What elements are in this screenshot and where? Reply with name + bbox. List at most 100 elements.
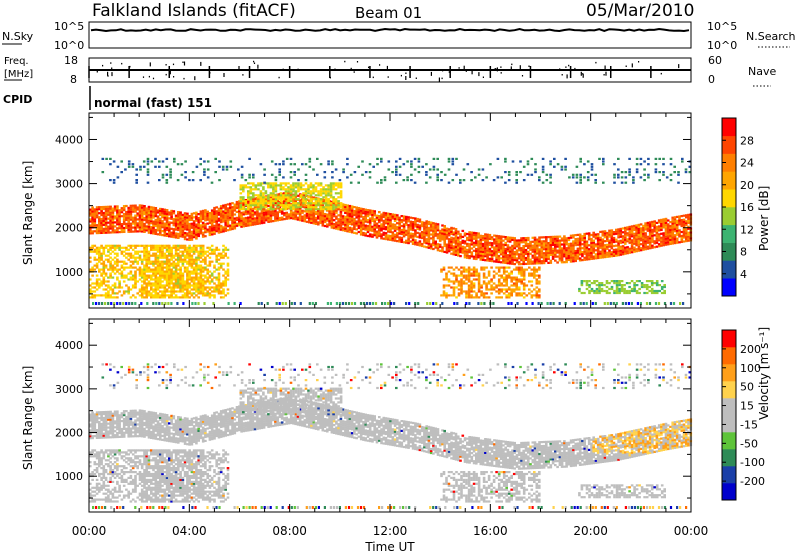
- power-cell: [402, 235, 406, 238]
- freq-mark: [353, 71, 355, 73]
- power-cell: [441, 224, 444, 227]
- power-cell: [161, 280, 164, 283]
- power-cell: [314, 186, 318, 189]
- power-cell: [391, 227, 395, 230]
- power-cell: [159, 256, 162, 259]
- power-cell: [174, 254, 178, 257]
- power-cell: [630, 239, 634, 242]
- power-cell: [445, 294, 448, 297]
- power-cell: [355, 214, 358, 217]
- power-cell: [120, 209, 124, 212]
- power-cell: [150, 210, 153, 213]
- power-cell: [322, 196, 325, 199]
- power-cell: [219, 219, 223, 222]
- power-cell: [565, 261, 568, 264]
- power-cell: [102, 227, 106, 230]
- power-cell: [215, 288, 218, 291]
- power-cell: [312, 208, 316, 211]
- power-cell: [454, 239, 458, 243]
- power-cell: [265, 203, 268, 206]
- power-cell: [163, 266, 167, 269]
- power-cell: [98, 254, 101, 257]
- power-cell: [140, 212, 144, 215]
- power-cell: [274, 213, 277, 216]
- power-cell: [165, 270, 169, 273]
- power-cell: [253, 217, 257, 220]
- power-cell: [455, 280, 458, 283]
- power-cell: [287, 201, 291, 204]
- power-cell: [269, 192, 273, 195]
- power-cell: [335, 217, 338, 220]
- power-cell: [161, 216, 164, 219]
- power-cell: [113, 292, 117, 295]
- power-cell: [104, 231, 108, 234]
- power-cell: [161, 208, 164, 211]
- power-cell: [332, 223, 336, 226]
- power-cell: [154, 254, 158, 257]
- power-cell: [269, 204, 273, 207]
- power-cell: [513, 255, 516, 258]
- power-cell: [259, 190, 263, 193]
- power-cell: [583, 246, 586, 249]
- power-cell: [380, 235, 383, 238]
- power-cell: [486, 241, 489, 244]
- power-cell: [447, 240, 451, 243]
- power-cell: [407, 230, 410, 233]
- power-cell: [147, 213, 151, 216]
- power-cell: [217, 225, 221, 228]
- power-cell: [210, 294, 214, 297]
- power-cell: [122, 254, 126, 257]
- power-cell: [134, 244, 137, 247]
- power-cell: [264, 182, 268, 185]
- power-cell: [219, 228, 223, 232]
- power-cell: [594, 235, 598, 238]
- power-cell: [467, 292, 471, 295]
- power-cell: [445, 245, 449, 248]
- power-cell: [624, 228, 627, 231]
- power-cell: [104, 221, 108, 224]
- power-cell: [177, 252, 180, 255]
- power-cell: [107, 217, 110, 220]
- power-cell: [233, 203, 237, 206]
- power-cell: [637, 227, 641, 230]
- power-cell: [357, 218, 361, 222]
- power-cell: [122, 268, 126, 271]
- power-cell: [168, 244, 171, 247]
- power-cell: [91, 286, 94, 289]
- power-cell: [231, 221, 234, 225]
- power-cell: [596, 256, 600, 260]
- power-cell: [244, 218, 248, 221]
- power-cell: [131, 286, 135, 289]
- power-cell: [282, 182, 285, 185]
- power-cell: [678, 241, 681, 244]
- power-cell: [91, 218, 94, 221]
- power-cell: [143, 222, 146, 226]
- power-cell: [513, 237, 516, 240]
- power-cell: [89, 220, 92, 223]
- power-cell: [163, 294, 167, 297]
- power-cell: [353, 223, 356, 226]
- power-cell: [308, 199, 311, 202]
- power-cell: [612, 231, 616, 234]
- power-cell: [511, 250, 514, 253]
- power-cell: [648, 245, 652, 248]
- power-cell: [664, 235, 668, 238]
- power-cell: [170, 264, 173, 267]
- power-cell: [341, 205, 345, 208]
- power-cell: [143, 230, 146, 233]
- power-cell: [170, 256, 173, 259]
- power-cell: [118, 225, 121, 228]
- power-cell: [536, 262, 539, 265]
- power-cell: [675, 237, 679, 240]
- power-cell: [244, 212, 248, 216]
- power-cell: [337, 218, 340, 221]
- power-cell: [183, 254, 187, 257]
- power-cell: [657, 225, 661, 228]
- power-cell: [502, 288, 506, 291]
- power-cell: [278, 210, 282, 214]
- power-cell: [91, 290, 94, 293]
- power-cell: [438, 237, 442, 240]
- power-cell: [204, 235, 207, 238]
- power-cell: [517, 241, 521, 244]
- power-cell: [188, 248, 191, 251]
